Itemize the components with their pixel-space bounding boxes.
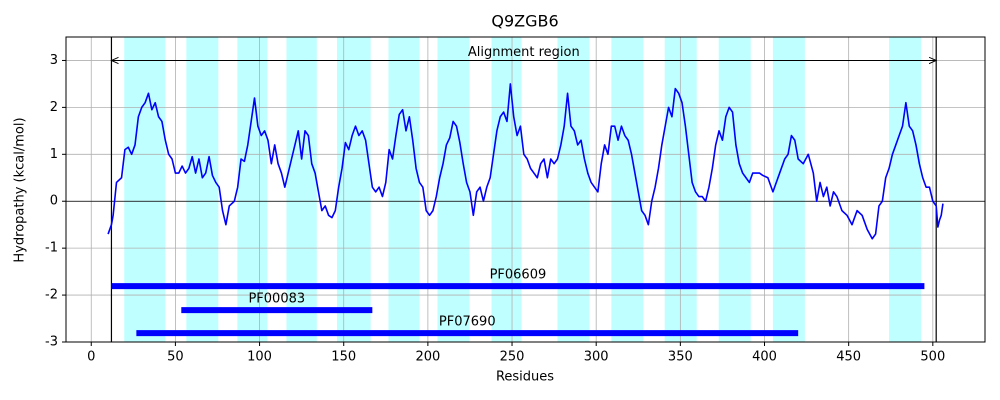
x-tick-label: 50 [167, 350, 184, 365]
domain-label: PF00083 [248, 292, 305, 307]
x-tick-label: 350 [668, 350, 693, 365]
highlight-region [388, 37, 420, 342]
highlight-region [491, 37, 522, 342]
x-tick-label: 200 [415, 350, 440, 365]
x-tick-label: 100 [247, 350, 272, 365]
x-tick-label: 450 [836, 350, 861, 365]
hydropathy-line [107, 83, 944, 240]
x-tick-label: 300 [584, 350, 609, 365]
x-tick-label: 150 [331, 350, 356, 365]
y-tick-label: 1 [50, 147, 58, 162]
y-tick-label: 0 [50, 194, 58, 209]
y-tick-label: 2 [50, 100, 58, 115]
y-tick-label: -2 [45, 288, 58, 303]
highlight-region [889, 37, 922, 342]
alignment-label: Alignment region [468, 45, 580, 60]
highlight-region [237, 37, 268, 342]
highlight-region [718, 37, 751, 342]
highlight-region [286, 37, 317, 342]
x-tick-label: 0 [87, 350, 95, 365]
y-tick-label: 3 [50, 53, 58, 68]
x-tick-label: 500 [920, 350, 945, 365]
highlight-region [437, 37, 470, 342]
highlight-region [772, 37, 805, 342]
domain-label: PF06609 [490, 268, 547, 283]
x-tick-label: 250 [500, 350, 525, 365]
highlight-region [336, 37, 371, 342]
chart-title: Q9ZGB6 [491, 12, 558, 31]
y-tick-label: -1 [45, 241, 58, 256]
x-axis-label: Residues [496, 370, 554, 385]
highlight-region [186, 37, 219, 342]
plot-frame [65, 36, 986, 343]
domain-label: PF07690 [439, 315, 496, 330]
y-axis-label: Hydropathy (kcal/mol) [13, 117, 28, 262]
highlight-region [557, 37, 590, 342]
y-tick-label: -3 [45, 335, 58, 350]
x-tick-label: 400 [752, 350, 777, 365]
highlight-region [124, 37, 166, 342]
